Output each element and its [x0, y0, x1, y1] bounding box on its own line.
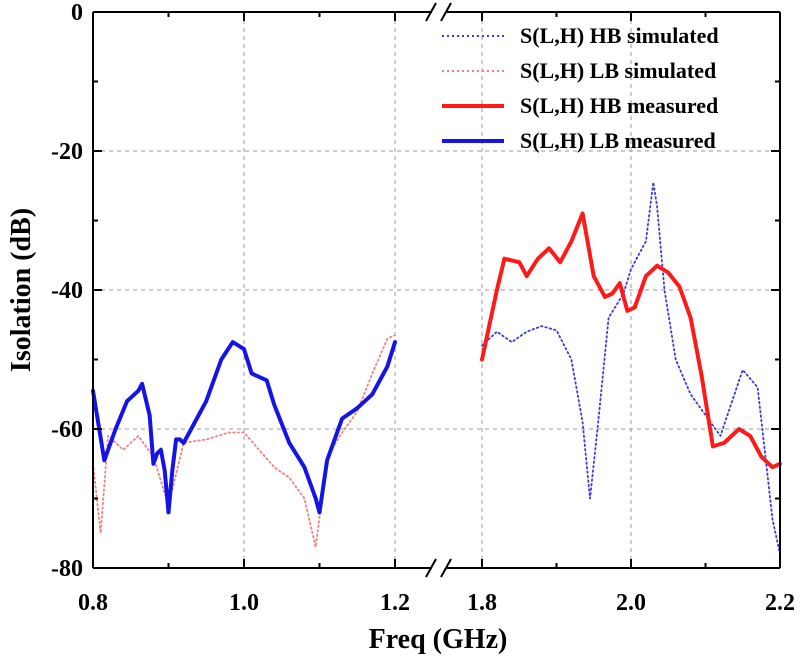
x-tick-label: 0.8 — [78, 590, 108, 616]
series-line-s-l-h-hb-measured — [480, 211, 782, 470]
x-axis-title: Freq (GHz) — [369, 624, 508, 655]
axis-break-mark — [425, 2, 437, 22]
axis-break-mark — [425, 558, 437, 578]
axes — [92, 2, 781, 578]
legend-label-hb-measured: S(L,H) HB measured — [520, 93, 718, 118]
legend: S(L,H) HB simulated S(L,H) LB simulated … — [442, 23, 719, 153]
series-line-s-l-h-lb-measured — [91, 340, 397, 515]
series-line-s-l-h-hb-simulated — [481, 181, 781, 555]
y-tick-label: -80 — [51, 556, 83, 582]
y-axis-title: Isolation (dB) — [6, 208, 37, 372]
legend-label-hb-simulated: S(L,H) HB simulated — [520, 23, 719, 48]
series-layer — [91, 181, 782, 555]
tick-labels: 0 -20 -40 -60 -80 0.8 1.0 1.2 1.8 2.0 2.2 — [51, 0, 795, 616]
x-tick-label: 1.0 — [229, 590, 259, 616]
x-tick-label: 2.0 — [616, 590, 646, 616]
y-tick-label: -40 — [51, 278, 83, 304]
x-tick-label: 1.8 — [467, 590, 497, 616]
x-tick-label: 2.2 — [765, 590, 795, 616]
axis-break-mark — [440, 558, 452, 578]
x-tick-label: 1.2 — [380, 590, 410, 616]
legend-label-lb-simulated: S(L,H) LB simulated — [520, 58, 716, 83]
grid — [93, 12, 780, 568]
series-line-s-l-h-lb-simulated — [92, 334, 396, 548]
axis-break-mark — [440, 2, 452, 22]
y-tick-label: -60 — [51, 417, 83, 443]
y-tick-label: -20 — [51, 139, 83, 165]
legend-label-lb-measured: S(L,H) LB measured — [520, 128, 716, 153]
y-tick-label: 0 — [71, 0, 83, 26]
